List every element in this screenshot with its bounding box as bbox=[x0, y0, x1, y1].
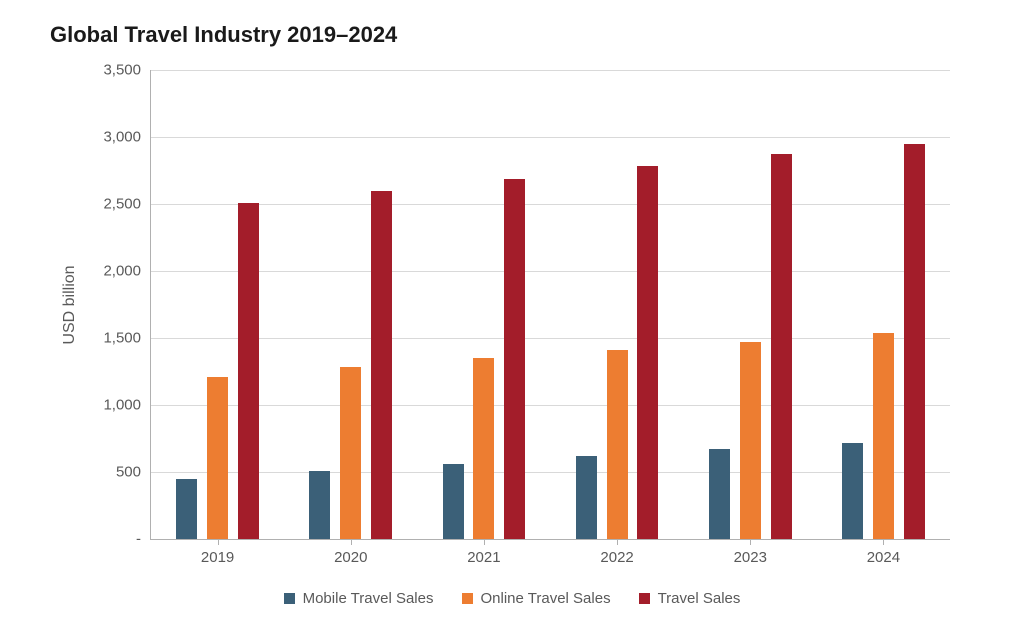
legend-swatch bbox=[639, 593, 650, 604]
legend: Mobile Travel Sales Online Travel Sales Tr… bbox=[0, 590, 1024, 607]
x-tick-label: 2022 bbox=[600, 549, 633, 566]
grid-line bbox=[151, 204, 950, 205]
x-tick-mark bbox=[484, 539, 485, 545]
y-tick-label: 1,000 bbox=[103, 397, 141, 414]
bar bbox=[473, 358, 494, 539]
x-tick-mark bbox=[750, 539, 751, 545]
bar bbox=[504, 179, 525, 539]
bar bbox=[576, 456, 597, 539]
legend-swatch bbox=[284, 593, 295, 604]
plot-area: -5001,0001,5002,0002,5003,0003,500201920… bbox=[150, 70, 950, 540]
bar bbox=[238, 203, 259, 539]
bar bbox=[740, 342, 761, 539]
legend-item: Travel Sales bbox=[639, 590, 741, 607]
bar bbox=[176, 479, 197, 539]
bar bbox=[771, 154, 792, 539]
grid-line bbox=[151, 271, 950, 272]
y-tick-label: - bbox=[136, 531, 141, 548]
y-axis-label: USD billion bbox=[61, 265, 79, 344]
grid-line bbox=[151, 137, 950, 138]
x-tick-label: 2020 bbox=[334, 549, 367, 566]
chart-root: Global Travel Industry 2019–2024 USD bil… bbox=[0, 0, 1024, 635]
bar bbox=[904, 144, 925, 539]
bar bbox=[340, 367, 361, 539]
legend-swatch bbox=[462, 593, 473, 604]
legend-label: Mobile Travel Sales bbox=[303, 590, 434, 607]
grid-line bbox=[151, 338, 950, 339]
x-tick-mark bbox=[617, 539, 618, 545]
bar bbox=[607, 350, 628, 539]
y-tick-label: 500 bbox=[116, 464, 141, 481]
bar bbox=[842, 443, 863, 539]
legend-label: Travel Sales bbox=[658, 590, 741, 607]
bar bbox=[637, 166, 658, 539]
x-tick-mark bbox=[218, 539, 219, 545]
y-tick-label: 2,000 bbox=[103, 263, 141, 280]
grid-line bbox=[151, 472, 950, 473]
bar bbox=[443, 464, 464, 539]
legend-item: Online Travel Sales bbox=[462, 590, 611, 607]
bar bbox=[709, 449, 730, 539]
x-tick-label: 2024 bbox=[867, 549, 900, 566]
x-tick-mark bbox=[351, 539, 352, 545]
bar bbox=[873, 333, 894, 539]
grid-line bbox=[151, 70, 950, 71]
y-tick-label: 3,500 bbox=[103, 62, 141, 79]
chart-title: Global Travel Industry 2019–2024 bbox=[50, 22, 397, 48]
bar bbox=[309, 471, 330, 539]
legend-item: Mobile Travel Sales bbox=[284, 590, 434, 607]
y-tick-label: 1,500 bbox=[103, 330, 141, 347]
y-tick-label: 2,500 bbox=[103, 196, 141, 213]
x-tick-label: 2023 bbox=[734, 549, 767, 566]
bar bbox=[207, 377, 228, 539]
grid-line bbox=[151, 405, 950, 406]
x-tick-mark bbox=[883, 539, 884, 545]
x-tick-label: 2021 bbox=[467, 549, 500, 566]
bar bbox=[371, 191, 392, 539]
x-tick-label: 2019 bbox=[201, 549, 234, 566]
y-tick-label: 3,000 bbox=[103, 129, 141, 146]
legend-label: Online Travel Sales bbox=[481, 590, 611, 607]
